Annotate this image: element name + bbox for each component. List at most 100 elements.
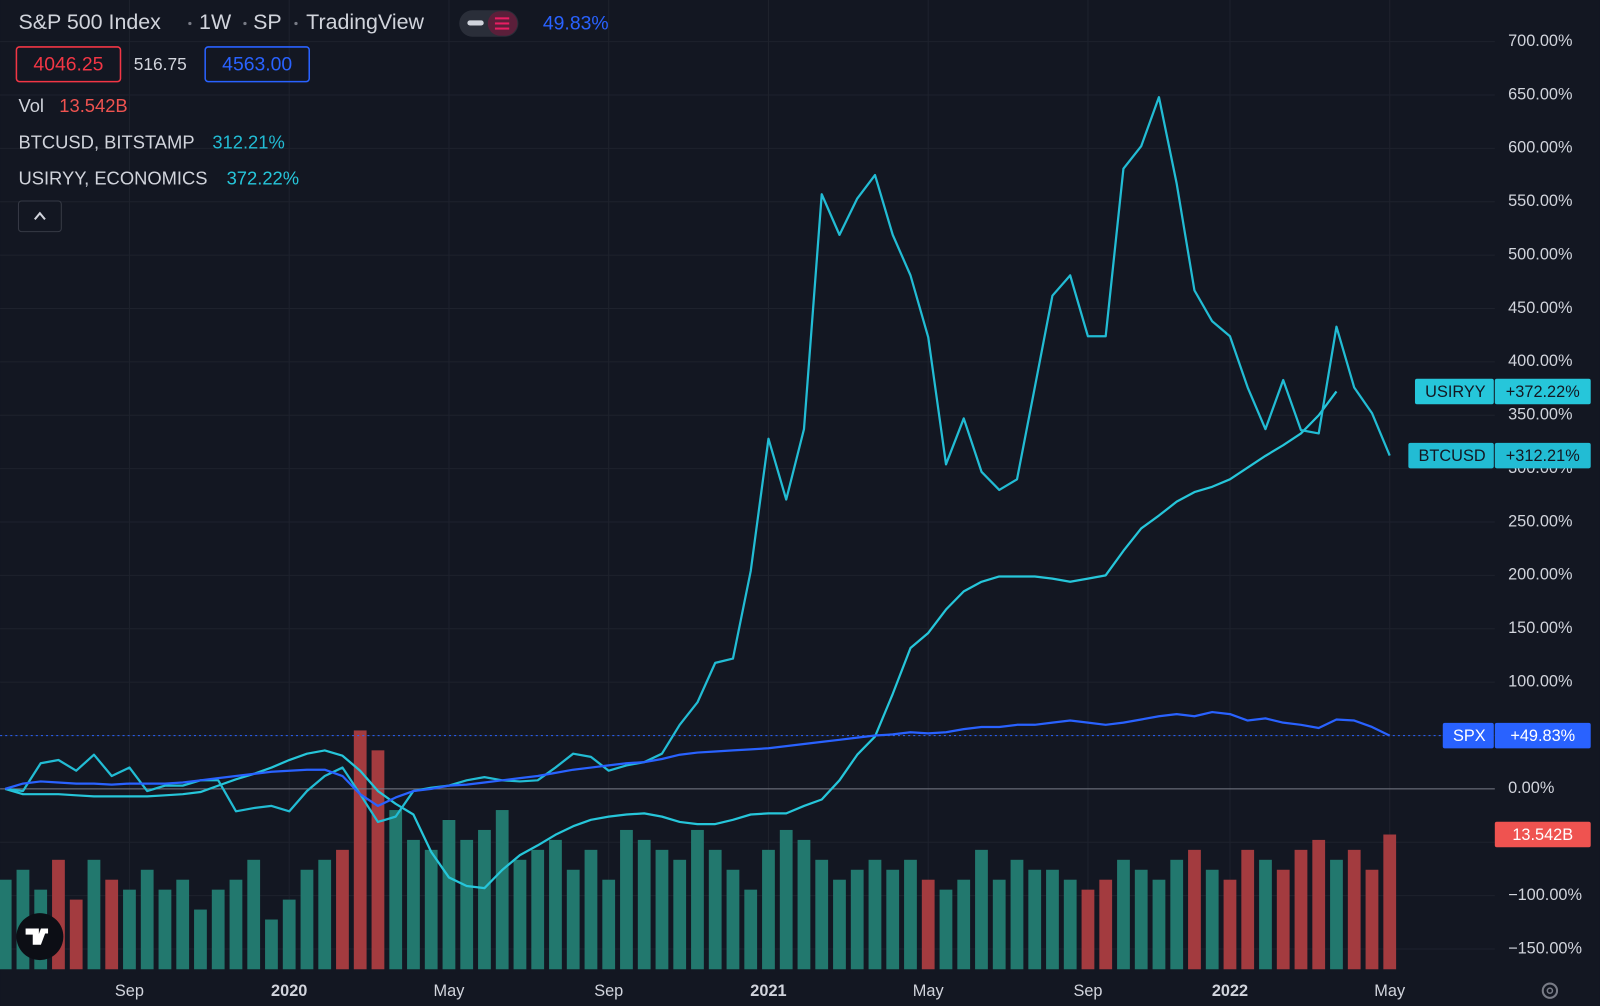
volume-bar <box>620 829 633 970</box>
series-line <box>4 390 1338 890</box>
volume-bar <box>566 869 580 970</box>
interval[interactable]: 1W <box>199 10 232 34</box>
volume-bar <box>0 879 12 970</box>
value-tag <box>1494 378 1591 405</box>
legend-name: USIRYY, ECONOMICS <box>18 167 207 188</box>
volume-bar <box>495 810 509 970</box>
volume-bar <box>833 879 846 970</box>
volume-bar <box>939 889 953 970</box>
volume-bar <box>957 879 971 970</box>
volume-bar <box>673 859 687 970</box>
volume-bar <box>602 879 616 970</box>
change: 49.83% <box>543 13 609 35</box>
volume-bar <box>1294 849 1308 970</box>
volume-bar <box>140 869 154 970</box>
name-tag-label: SPX <box>1453 727 1486 745</box>
value-tag-label: +49.83% <box>1510 727 1575 745</box>
volume-bar <box>1063 879 1077 970</box>
volume-bar <box>513 859 527 970</box>
y-tick-label: 450.00% <box>1508 299 1572 317</box>
volume-bar <box>1312 839 1326 970</box>
volume-bar <box>123 889 136 970</box>
volume-bar <box>389 810 403 970</box>
volume-bar <box>531 849 545 970</box>
x-tick-label: 2021 <box>750 982 786 1000</box>
legend-name: Vol <box>18 95 44 116</box>
buy-price[interactable]: 4563.00 <box>222 53 292 75</box>
x-tick-label: Sep <box>115 982 144 1000</box>
grid <box>0 0 1495 970</box>
volume-bar <box>1365 869 1379 970</box>
y-tick-label: 500.00% <box>1508 245 1572 263</box>
legend-value: 13.542B <box>59 95 127 116</box>
value-tag-label: +372.22% <box>1506 383 1580 401</box>
name-tag-label: USIRYY <box>1425 383 1486 401</box>
name-tag <box>1414 378 1494 405</box>
collapse-button[interactable] <box>17 200 62 233</box>
volume-bar <box>815 859 829 970</box>
volume-bar <box>921 879 935 970</box>
volume-bar <box>886 869 900 970</box>
y-tick-label: 150.00% <box>1508 619 1572 637</box>
volume-bar <box>424 849 438 970</box>
x-tick-label: May <box>913 982 945 1000</box>
y-tick-label: −150.00% <box>1508 939 1582 957</box>
volume-bar <box>318 859 332 970</box>
volume-bar <box>282 899 296 970</box>
volume-bar <box>850 869 864 970</box>
volume-bar <box>584 849 598 970</box>
volume-bar <box>442 819 456 970</box>
volume-bar <box>300 869 314 970</box>
logo[interactable] <box>16 913 64 961</box>
exchange: SP <box>253 10 282 34</box>
settings-icon[interactable] <box>1541 982 1559 999</box>
y-tick-label: 700.00% <box>1508 32 1572 50</box>
y-tick-label: 350.00% <box>1508 406 1572 424</box>
x-tick-label: Sep <box>1073 982 1102 1000</box>
legend-value: 372.22% <box>227 167 299 188</box>
volume-bar <box>1330 859 1343 970</box>
legend: Vol 13.542B BTCUSD, BITSTAMP 312.21% USI… <box>17 95 299 233</box>
y-tick-label: 200.00% <box>1508 566 1572 584</box>
volume-bar <box>1046 869 1059 970</box>
x-tick-label: 2022 <box>1212 982 1248 1000</box>
sell-price[interactable]: 4046.25 <box>33 53 103 75</box>
volume-bar <box>229 879 243 970</box>
legend-value: 312.21% <box>212 132 284 153</box>
y-tick-label: 400.00% <box>1508 352 1572 370</box>
volume-bar <box>69 899 83 970</box>
volume-bar <box>1205 869 1219 970</box>
y-tick-label: 250.00% <box>1508 512 1572 530</box>
value-tag-label: +312.21% <box>1506 447 1580 465</box>
toggle[interactable] <box>459 10 519 37</box>
separator <box>243 21 247 26</box>
volume-bar <box>744 889 758 970</box>
volume-bar <box>1117 859 1130 970</box>
y-tick-label: 600.00% <box>1508 139 1572 157</box>
volume-bar <box>655 849 669 970</box>
volume-bar <box>1223 879 1237 970</box>
value-tag <box>1494 442 1591 469</box>
y-tick-label: 100.00% <box>1508 672 1572 690</box>
volume-bar <box>992 879 1006 970</box>
volume-bar <box>1383 834 1397 970</box>
volume-bar <box>87 859 101 970</box>
volume-bar <box>1170 859 1184 970</box>
buy-box[interactable] <box>204 46 311 83</box>
symbol[interactable]: S&P 500 Index <box>18 10 161 34</box>
volume-bar <box>975 849 988 970</box>
y-tick-label: 550.00% <box>1508 192 1572 210</box>
y-tick-label: −100.00% <box>1508 886 1582 904</box>
y-tick-label: 0.00% <box>1508 779 1554 797</box>
volume-bar <box>1241 849 1255 970</box>
volume-bar <box>1081 889 1095 970</box>
volume-bar <box>1028 869 1042 970</box>
volume-bar <box>1099 879 1113 970</box>
volume-bar <box>478 829 491 970</box>
name-tag <box>1442 722 1494 749</box>
sell-box[interactable] <box>15 46 122 83</box>
volume-bar <box>105 879 119 970</box>
